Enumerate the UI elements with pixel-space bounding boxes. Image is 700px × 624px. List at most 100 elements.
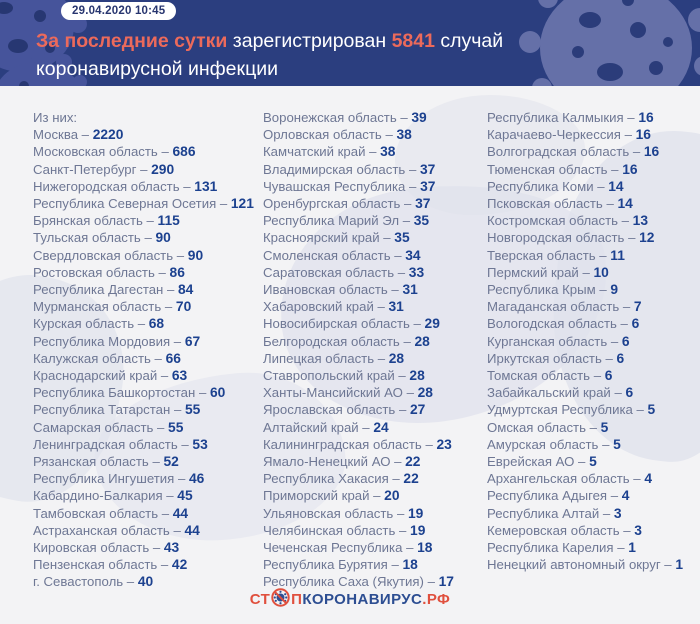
region-value: 4 — [644, 471, 652, 487]
stopcoronavirus-logo[interactable]: СТ ПКОРОНАВИРУС.РФ — [250, 588, 451, 608]
region-name: Алтайский край – — [263, 419, 374, 435]
region-name: Ярославская область – — [263, 402, 410, 418]
region-value: 6 — [621, 333, 630, 349]
region-row: Челябинская область – 19 — [263, 522, 487, 539]
region-row: Москва – 2220 — [33, 126, 263, 143]
region-name: Республика Коми – — [487, 178, 609, 194]
no-virus-icon — [271, 588, 290, 607]
region-name: Забайкальский край – — [487, 385, 626, 401]
region-row: Республика Дагестан – 84 — [33, 281, 263, 298]
region-name: Челябинская область – — [263, 522, 411, 538]
region-name: Ростовская область – — [33, 264, 170, 280]
region-value: 18 — [402, 557, 418, 573]
region-row: Республика Северная Осетия – 121 — [33, 195, 263, 212]
region-name: Пермский край – — [487, 264, 594, 280]
region-row: Республика Ингушетия – 46 — [33, 470, 263, 487]
region-row: Архангельская область – 4 — [487, 470, 699, 487]
region-value: 63 — [171, 368, 188, 384]
region-name: Рязанская область – — [33, 454, 164, 470]
region-row: Хабаровский край – 31 — [263, 298, 487, 315]
region-value: 53 — [192, 436, 208, 452]
region-value: 38 — [396, 127, 412, 143]
region-name: Оренбургская область – — [263, 196, 416, 212]
region-name: Амурская область – — [487, 436, 614, 452]
region-name: Республика Карелия – — [487, 540, 629, 556]
region-row: Смоленская область – 34 — [263, 247, 487, 264]
region-name: Курская область – — [33, 316, 149, 332]
logo-text-p: П — [291, 591, 303, 608]
region-row: Красноярский край – 35 — [263, 229, 487, 246]
region-row: Тюменская область – 16 — [487, 161, 699, 178]
region-row: Новгородская область – 12 — [487, 229, 699, 246]
region-name: Республика Бурятия – — [263, 557, 403, 573]
region-row: Калужская область – 66 — [33, 350, 263, 367]
region-row: Ростовская область – 86 — [33, 264, 263, 281]
region-name: Смоленская область – — [263, 247, 406, 263]
region-row: Липецкая область – 28 — [263, 350, 487, 367]
region-name: Ненецкий автономный округ – — [487, 557, 676, 573]
region-name: Ленинградская область – — [33, 436, 193, 452]
virus-decoration-icon — [0, 50, 87, 86]
region-value: 686 — [172, 144, 196, 160]
region-name: Кировская область – — [33, 540, 164, 556]
region-row: Костромская область – 13 — [487, 212, 699, 229]
region-rows-1: Москва – 2220 Московская область – 686 Сан… — [33, 126, 263, 590]
region-value: 19 — [407, 505, 424, 521]
region-row: Камчатский край – 38 — [263, 143, 487, 160]
region-name: Пензенская область – — [33, 557, 172, 573]
region-row: Рязанская область – 52 — [33, 453, 263, 470]
region-name: Новосибирская область – — [263, 316, 425, 332]
region-value: 60 — [209, 385, 226, 401]
region-name: Республика Татарстан – — [33, 402, 185, 418]
region-row: Кемеровская область – 3 — [487, 522, 699, 539]
region-value: 17 — [438, 574, 454, 590]
region-value: 16 — [638, 110, 654, 125]
title-text-registered: зарегистрирован — [227, 30, 392, 52]
region-row: Ленинградская область – 53 — [33, 436, 263, 453]
region-name: Самарская область – — [33, 419, 169, 435]
region-row: Саратовская область – 33 — [263, 264, 487, 281]
region-row: Псковская область – 14 — [487, 195, 699, 212]
region-value: 66 — [165, 350, 181, 366]
region-value: 13 — [632, 213, 649, 229]
region-value: 42 — [171, 557, 188, 573]
region-row: Санкт-Петербург – 290 — [33, 161, 263, 178]
region-name: Липецкая область – — [263, 350, 389, 366]
region-name: Чувашская Республика – — [263, 178, 421, 194]
region-value: 34 — [405, 247, 421, 263]
region-row: Томская область – 6 — [487, 367, 699, 384]
region-name: Еврейская АО – — [487, 454, 590, 470]
region-name: Республика Дагестан – — [33, 282, 178, 298]
region-row: Республика Крым – 9 — [487, 281, 699, 298]
region-row: Краснодарский край – 63 — [33, 367, 263, 384]
region-value: 43 — [163, 540, 180, 556]
region-value: 45 — [177, 488, 193, 504]
region-name: Тверская область – — [487, 247, 611, 263]
region-rows-3: Республика Калмыкия – 16 Карачаево-Черкес… — [487, 109, 699, 573]
region-row: Тверская область – 11 — [487, 247, 699, 264]
region-name: Костромская область – — [487, 213, 633, 229]
region-value: 31 — [402, 282, 418, 298]
region-name: Воронежская область – — [263, 110, 412, 125]
region-value: 44 — [172, 505, 189, 521]
region-row: Республика Саха (Якутия) – 17 — [263, 573, 487, 590]
region-row: Ямало-Ненецкий АО – 22 — [263, 453, 487, 470]
list-intro: Из них: — [33, 110, 78, 125]
region-value: 3 — [634, 522, 642, 538]
region-value: 90 — [155, 230, 171, 246]
region-name: Москва – — [33, 127, 93, 143]
region-value: 18 — [417, 540, 433, 556]
region-value: 16 — [635, 127, 651, 143]
region-column-1: Из них: Москва – 2220 Московская область … — [33, 109, 263, 591]
region-value: 1 — [628, 540, 636, 556]
region-value: 28 — [417, 385, 433, 401]
region-name: Курганская область – — [487, 333, 622, 349]
region-value: 24 — [373, 419, 389, 435]
region-value: 37 — [415, 196, 431, 212]
region-row: Ханты-Мансийский АО – 28 — [263, 384, 487, 401]
region-value: 55 — [168, 419, 184, 435]
region-row: Чеченская Республика – 18 — [263, 539, 487, 556]
region-value: 23 — [436, 436, 452, 452]
region-value: 5 — [613, 436, 621, 452]
region-value: 28 — [388, 350, 405, 366]
